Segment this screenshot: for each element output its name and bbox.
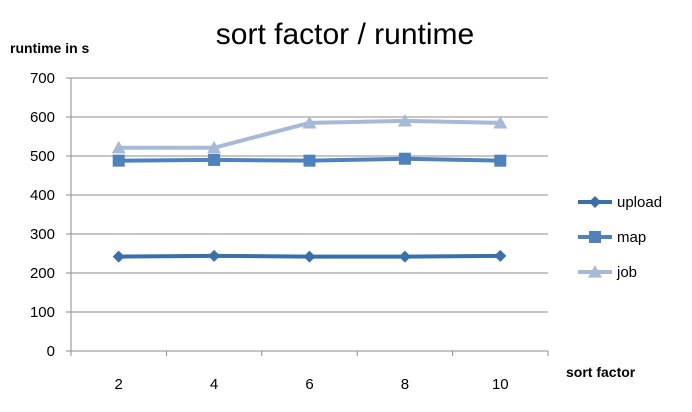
series-group — [111, 113, 508, 263]
data-point-map — [303, 154, 316, 167]
x-tick-label: 10 — [492, 376, 509, 393]
y-tick-label: 600 — [30, 109, 55, 126]
data-point-map — [494, 154, 507, 167]
legend-marker-job — [588, 265, 602, 278]
data-point-job — [397, 113, 412, 127]
y-tick-label: 300 — [30, 226, 55, 243]
y-tick-label: 100 — [30, 304, 55, 321]
legend-item-upload: upload — [578, 194, 662, 211]
x-tick-label: 2 — [115, 376, 123, 393]
legend-marker-upload — [589, 196, 601, 208]
legend-item-map: map — [578, 229, 646, 246]
chart-title: sort factor / runtime — [216, 18, 474, 51]
x-tick-label: 8 — [401, 376, 409, 393]
series-job — [111, 113, 508, 154]
legend-label-job: job — [616, 264, 637, 281]
x-tick-label: 4 — [210, 376, 218, 393]
data-point-upload — [208, 249, 221, 262]
legend-item-job: job — [578, 264, 637, 281]
data-point-job — [207, 140, 222, 154]
legend: upload map job — [578, 194, 662, 281]
series-upload — [112, 249, 507, 263]
y-axis-title: runtime in s — [10, 40, 90, 56]
data-point-map — [398, 152, 411, 165]
y-tick-label: 200 — [30, 265, 55, 282]
axes: 0 100 200 300 400 500 600 700 2 4 6 8 10 — [30, 70, 549, 393]
x-tick-label: 6 — [305, 376, 313, 393]
data-point-upload — [398, 250, 411, 263]
gridlines — [71, 77, 548, 313]
legend-marker-map — [589, 231, 601, 243]
data-point-job — [302, 115, 317, 129]
data-point-upload — [494, 249, 507, 262]
data-point-upload — [303, 250, 316, 263]
legend-label-upload: upload — [617, 194, 662, 211]
y-tick-label: 700 — [30, 70, 55, 87]
data-point-upload — [112, 250, 125, 263]
y-tick-label: 0 — [47, 343, 55, 360]
series-map — [112, 152, 507, 167]
y-tick-label: 500 — [30, 148, 55, 165]
data-point-job — [111, 140, 126, 154]
legend-label-map: map — [617, 229, 646, 246]
data-point-map — [112, 154, 125, 167]
x-axis-title: sort factor — [566, 364, 636, 380]
y-tick-label: 400 — [30, 187, 55, 204]
data-point-job — [493, 115, 508, 129]
data-point-map — [208, 153, 221, 166]
